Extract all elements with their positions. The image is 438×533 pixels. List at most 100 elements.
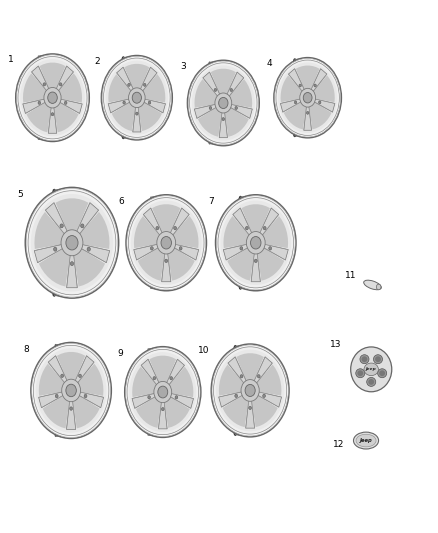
Ellipse shape (376, 284, 381, 290)
Polygon shape (228, 357, 247, 384)
Polygon shape (23, 73, 46, 103)
Polygon shape (56, 66, 74, 91)
Ellipse shape (214, 88, 217, 92)
Polygon shape (134, 216, 159, 248)
Ellipse shape (101, 55, 172, 140)
Polygon shape (289, 69, 304, 92)
Polygon shape (219, 365, 244, 395)
Ellipse shape (59, 83, 62, 86)
Polygon shape (76, 203, 99, 235)
Ellipse shape (314, 84, 316, 87)
Polygon shape (59, 99, 82, 114)
Ellipse shape (263, 394, 265, 398)
Ellipse shape (43, 83, 46, 86)
Ellipse shape (216, 350, 284, 431)
Ellipse shape (360, 355, 369, 364)
Polygon shape (67, 254, 77, 288)
Ellipse shape (235, 107, 237, 109)
Polygon shape (170, 393, 194, 408)
Ellipse shape (66, 384, 76, 397)
Ellipse shape (222, 118, 225, 120)
Polygon shape (57, 352, 85, 381)
Ellipse shape (60, 224, 63, 228)
Polygon shape (225, 108, 249, 137)
Ellipse shape (300, 88, 315, 107)
Ellipse shape (214, 347, 287, 434)
Ellipse shape (179, 247, 182, 250)
Polygon shape (170, 208, 189, 236)
Polygon shape (252, 395, 278, 427)
Polygon shape (48, 107, 57, 133)
Polygon shape (140, 67, 157, 92)
Ellipse shape (174, 227, 177, 230)
Polygon shape (108, 74, 131, 102)
Ellipse shape (356, 434, 376, 447)
Ellipse shape (154, 382, 172, 402)
Polygon shape (311, 69, 327, 92)
Ellipse shape (162, 408, 164, 411)
Ellipse shape (61, 230, 83, 256)
Polygon shape (194, 79, 217, 108)
Ellipse shape (128, 88, 145, 108)
Ellipse shape (351, 347, 392, 392)
Polygon shape (314, 99, 335, 112)
Text: 8: 8 (23, 345, 29, 354)
Ellipse shape (258, 375, 260, 378)
Polygon shape (194, 104, 217, 118)
Polygon shape (48, 356, 67, 384)
Text: 2: 2 (95, 58, 100, 66)
Polygon shape (136, 397, 161, 428)
Ellipse shape (150, 247, 153, 250)
Ellipse shape (128, 83, 130, 86)
Text: Jeep: Jeep (360, 438, 372, 443)
Ellipse shape (71, 262, 74, 265)
Text: 12: 12 (333, 440, 345, 449)
Polygon shape (39, 249, 70, 287)
Text: 10: 10 (198, 346, 209, 356)
Ellipse shape (62, 379, 81, 402)
Ellipse shape (158, 386, 168, 398)
Text: 4: 4 (267, 59, 272, 68)
Polygon shape (59, 73, 82, 103)
Polygon shape (112, 102, 135, 131)
Ellipse shape (106, 61, 168, 135)
Text: Jeep: Jeep (366, 367, 377, 372)
Polygon shape (32, 66, 49, 91)
Polygon shape (233, 208, 252, 236)
Text: 5: 5 (18, 190, 23, 199)
Ellipse shape (153, 377, 156, 380)
Ellipse shape (148, 395, 151, 399)
Ellipse shape (175, 395, 178, 399)
Ellipse shape (379, 370, 385, 376)
Ellipse shape (148, 101, 151, 104)
Polygon shape (280, 99, 301, 112)
Ellipse shape (269, 247, 272, 250)
Polygon shape (198, 108, 222, 137)
Ellipse shape (246, 231, 265, 254)
Ellipse shape (128, 198, 204, 288)
Polygon shape (35, 212, 64, 249)
Ellipse shape (170, 377, 173, 380)
Polygon shape (259, 208, 279, 236)
Ellipse shape (126, 195, 206, 291)
Ellipse shape (31, 342, 111, 439)
Ellipse shape (219, 98, 228, 109)
Polygon shape (46, 203, 68, 235)
Polygon shape (223, 216, 249, 248)
Ellipse shape (31, 194, 113, 292)
Ellipse shape (356, 369, 365, 378)
Polygon shape (257, 365, 281, 395)
Polygon shape (80, 212, 110, 249)
Ellipse shape (249, 406, 251, 409)
Text: 6: 6 (119, 197, 124, 206)
Ellipse shape (61, 374, 64, 377)
Ellipse shape (16, 54, 89, 141)
Polygon shape (203, 72, 220, 97)
Ellipse shape (368, 379, 374, 385)
Ellipse shape (318, 101, 321, 104)
Polygon shape (54, 102, 78, 132)
Ellipse shape (367, 377, 376, 386)
Polygon shape (296, 66, 320, 90)
Polygon shape (23, 99, 46, 114)
Polygon shape (281, 75, 302, 102)
